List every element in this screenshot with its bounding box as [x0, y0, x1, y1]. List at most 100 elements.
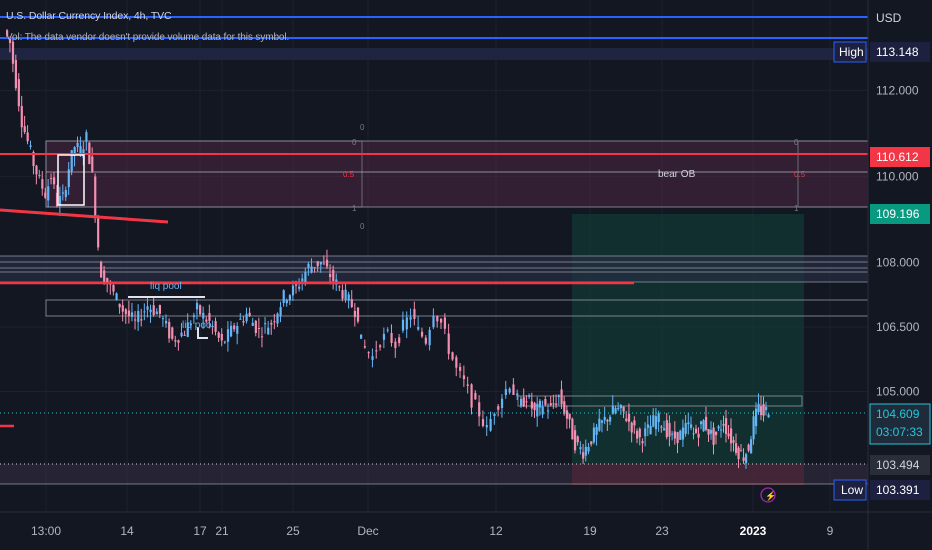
- liq-pool-label: liq pool: [150, 281, 182, 292]
- candle-body: [267, 327, 270, 335]
- candle-body: [489, 418, 492, 431]
- level-110612-value: 110.612: [876, 150, 919, 164]
- time-tick-label: 21: [215, 524, 229, 538]
- level-109196-badge: [870, 204, 930, 224]
- candle-body: [466, 384, 469, 386]
- chart-title: U.S. Dollar Currency Index, 4h, TVC: [6, 10, 172, 22]
- candle-body: [485, 425, 488, 428]
- candle-body: [598, 418, 601, 431]
- candle-body: [14, 60, 18, 89]
- candle-body: [371, 356, 374, 360]
- candle-body: [538, 400, 542, 408]
- candle-body: [470, 384, 473, 408]
- candle-body: [619, 404, 623, 409]
- candle-body: [310, 266, 313, 273]
- candle-body: [76, 142, 79, 147]
- high-label-badge: [833, 41, 867, 63]
- candle-body: [582, 452, 585, 459]
- candle-body: [603, 416, 606, 421]
- candle-body: [329, 274, 332, 278]
- candle-body: [745, 454, 748, 464]
- last-price-badge: [869, 403, 931, 445]
- time-tick-label: 23: [655, 524, 669, 538]
- liq-pool-bracket: [197, 327, 208, 339]
- candle-body: [752, 416, 755, 440]
- candle-body: [687, 422, 690, 425]
- candle-body: [459, 366, 462, 371]
- candle-series: [6, 29, 770, 469]
- candle-body: [649, 425, 652, 435]
- level-103494-badge: [870, 455, 930, 475]
- candle-body: [424, 337, 427, 344]
- candle-body: [549, 403, 552, 406]
- candle-body: [367, 352, 370, 354]
- candle-body: [245, 313, 248, 322]
- candle-body: [432, 315, 435, 328]
- candle-body: [273, 321, 276, 323]
- candle-body: [760, 406, 763, 416]
- candle-body: [279, 306, 282, 317]
- candle-body: [440, 318, 443, 323]
- candle-body: [70, 150, 73, 172]
- candle-body: [681, 427, 685, 440]
- candle-body: [557, 395, 560, 398]
- candle-body: [291, 285, 295, 296]
- candle-body: [654, 416, 658, 430]
- high-badge: [870, 42, 930, 62]
- candle-body: [161, 318, 165, 320]
- candle-body: [747, 444, 750, 451]
- candle-body: [29, 145, 32, 147]
- candle-body: [58, 196, 62, 206]
- time-tick-label: Dec: [357, 524, 378, 538]
- countdown-value: 03:07:33: [876, 425, 923, 439]
- candle-body: [146, 306, 149, 310]
- lightning-icon: [760, 487, 776, 503]
- candle-body: [533, 402, 536, 411]
- candle-body: [394, 341, 397, 348]
- candle-body: [544, 398, 547, 405]
- candle-body: [765, 406, 768, 411]
- candle-body: [447, 333, 450, 354]
- time-tick-label: 17: [193, 524, 207, 538]
- time-axis: 13:00 14 17 21 25 Dec 12 19 23 2023 9: [0, 511, 932, 538]
- candle-body: [248, 312, 251, 316]
- low-zone: [0, 464, 868, 484]
- low-label: Low: [841, 483, 863, 497]
- candle-body: [762, 404, 765, 416]
- candle-body: [211, 326, 214, 328]
- candle-body: [17, 79, 20, 107]
- candle-body: [627, 413, 631, 422]
- candle-body: [405, 317, 408, 330]
- time-tick-label: 12: [489, 524, 503, 538]
- candle-body: [520, 398, 523, 407]
- candle-body: [522, 397, 525, 407]
- price-tick-label: 108.000: [876, 255, 920, 269]
- fib-label: 0: [352, 138, 357, 147]
- high-value: 113.148: [876, 45, 919, 59]
- candle-body: [737, 447, 740, 460]
- candle-body: [363, 346, 367, 348]
- candle-body: [214, 321, 217, 332]
- fib-label: 0: [360, 123, 365, 132]
- candle-body: [481, 419, 485, 426]
- candle-body: [700, 421, 703, 425]
- candle-body: [341, 290, 344, 299]
- candle-body: [401, 319, 405, 331]
- candle-body: [428, 329, 431, 346]
- candle-body: [690, 424, 693, 428]
- fib-label: 0.5: [794, 170, 806, 179]
- candle-body: [134, 319, 137, 321]
- candle-body: [657, 413, 660, 423]
- candle-body: [436, 316, 439, 322]
- currency-label[interactable]: USD: [876, 11, 902, 25]
- candle-body: [755, 408, 758, 427]
- candle-body: [587, 446, 590, 452]
- candle-body: [137, 311, 140, 323]
- candle-body: [177, 340, 180, 343]
- candle-body: [47, 186, 50, 201]
- consolidation-box: [517, 395, 803, 407]
- candle-body: [536, 403, 539, 417]
- candle-body: [609, 416, 612, 422]
- candle-body: [386, 329, 389, 331]
